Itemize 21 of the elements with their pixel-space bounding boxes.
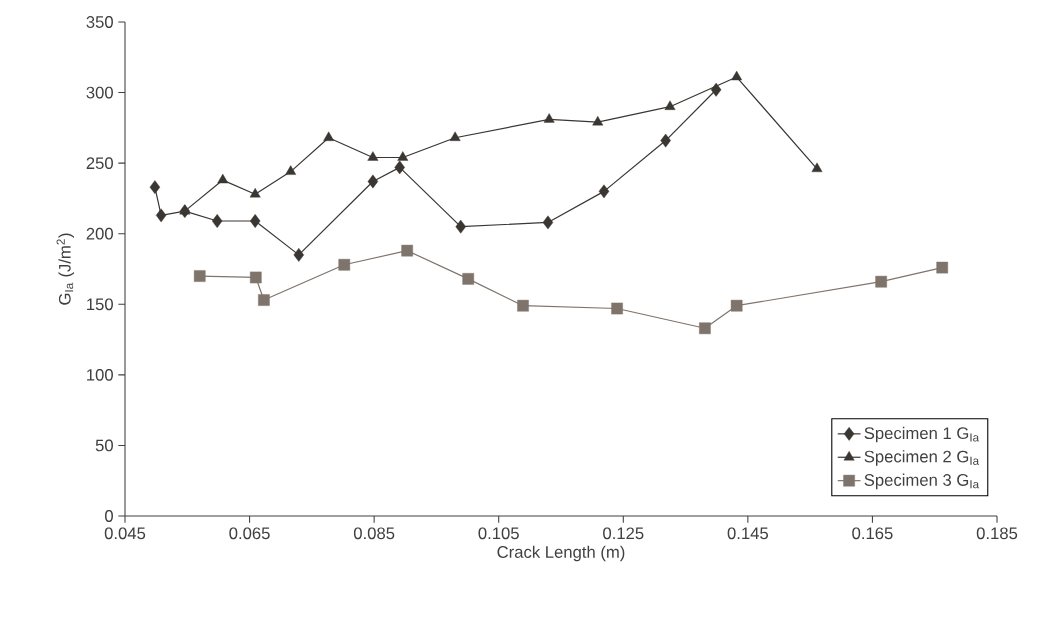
y-tick-label: 100: [87, 368, 113, 381]
x-tick-label: 0.125: [603, 527, 644, 540]
y-axis-title: G$_{Ia}$ (J/m$^{2}$): [56, 233, 74, 305]
y-tick-label: 350: [86, 16, 113, 28]
x-tick-label: 0.065: [229, 527, 270, 540]
y-tick-label: 50: [95, 439, 113, 452]
legend-label: Specimen 1 G$_{Ia}$: [864, 426, 980, 443]
y-tick-label: 250: [86, 157, 113, 170]
x-axis-title: Crack Length (m): [497, 545, 625, 562]
x-tick-label: 0.165: [852, 527, 893, 540]
x-tick-label: 0.085: [353, 527, 395, 540]
legend-label: Specimen 3 G$_{Ia}$: [864, 473, 980, 490]
legend-label: Specimen 2 G$_{Ia}$: [864, 450, 980, 466]
y-tick-label: 150: [87, 298, 113, 311]
x-tick-label: 0.185: [976, 527, 1018, 540]
x-tick-label: 0.045: [104, 527, 146, 540]
x-tick-label: 0.105: [478, 527, 519, 540]
y-tick-label: 0: [105, 510, 113, 522]
y-tick-label: 300: [86, 86, 113, 99]
x-tick-label: 0.145: [727, 527, 769, 540]
y-tick-label: 200: [86, 227, 113, 240]
